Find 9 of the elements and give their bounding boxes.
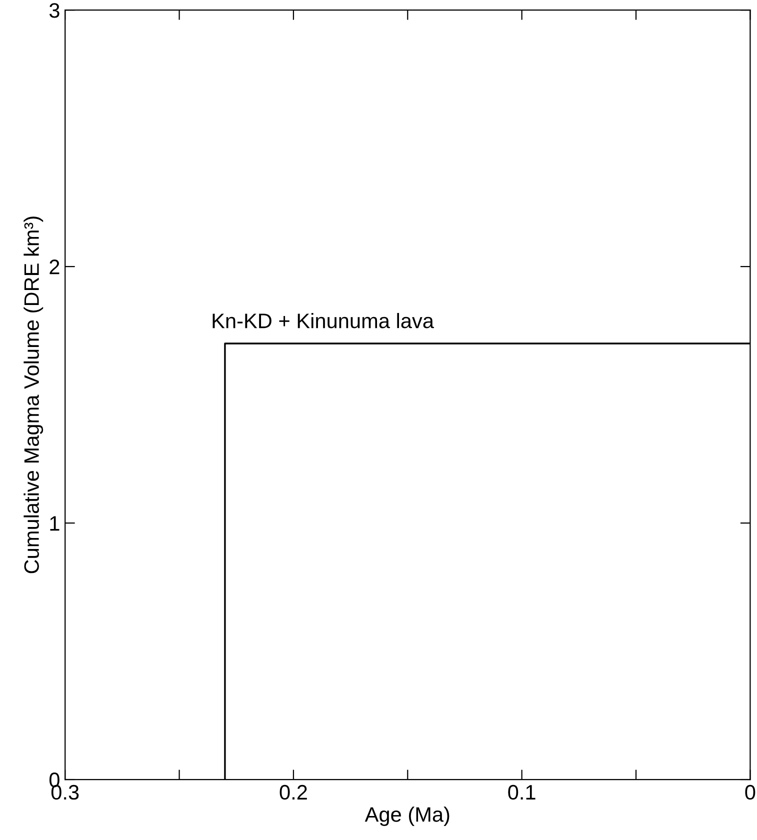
annotation: Kn-KD + Kinunuma lava bbox=[212, 312, 434, 328]
x-tick-label: 0.2 bbox=[280, 784, 307, 800]
y-tick-label: 3 bbox=[49, 3, 60, 18]
x-tick-label: 0.1 bbox=[508, 784, 536, 800]
x-axis-title: Age (Ma) bbox=[364, 806, 450, 826]
y-axis-title: Cumulative Magma Volume (DRE km³) bbox=[24, 216, 44, 574]
y-tick-label: 2 bbox=[50, 260, 60, 274]
y-tick-label: 1 bbox=[50, 516, 60, 531]
x-tick-label: 0 bbox=[745, 784, 756, 800]
